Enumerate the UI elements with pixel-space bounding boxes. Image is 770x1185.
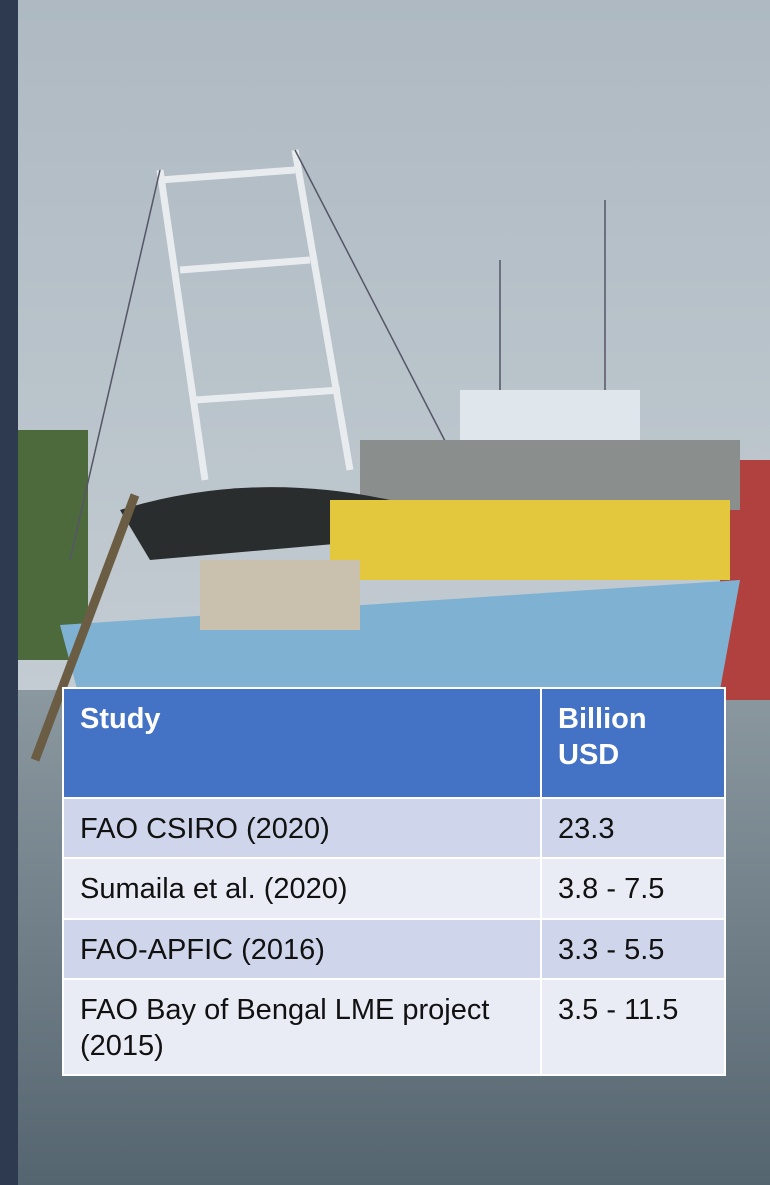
table-cell: 3.3 - 5.5 bbox=[541, 919, 725, 979]
table-row: FAO Bay of Bengal LME project (2015)3.5 … bbox=[63, 979, 725, 1076]
table-cell: FAO Bay of Bengal LME project (2015) bbox=[63, 979, 541, 1076]
table-cell: FAO CSIRO (2020) bbox=[63, 798, 541, 858]
table-row: Sumaila et al. (2020)3.8 - 7.5 bbox=[63, 858, 725, 918]
table-row: FAO CSIRO (2020)23.3 bbox=[63, 798, 725, 858]
header-cell: Study bbox=[63, 688, 541, 798]
table-cell: 3.8 - 7.5 bbox=[541, 858, 725, 918]
table-row: FAO-APFIC (2016)3.3 - 5.5 bbox=[63, 919, 725, 979]
table-cell: FAO-APFIC (2016) bbox=[63, 919, 541, 979]
table-cell: 23.3 bbox=[541, 798, 725, 858]
table-cell: Sumaila et al. (2020) bbox=[63, 858, 541, 918]
slide: Study Billion USD FAO CSIRO (2020)23.3Su… bbox=[0, 0, 770, 1185]
header-row: Study Billion USD bbox=[63, 688, 725, 798]
header-cell: Billion USD bbox=[541, 688, 725, 798]
table-cell: 3.5 - 11.5 bbox=[541, 979, 725, 1076]
